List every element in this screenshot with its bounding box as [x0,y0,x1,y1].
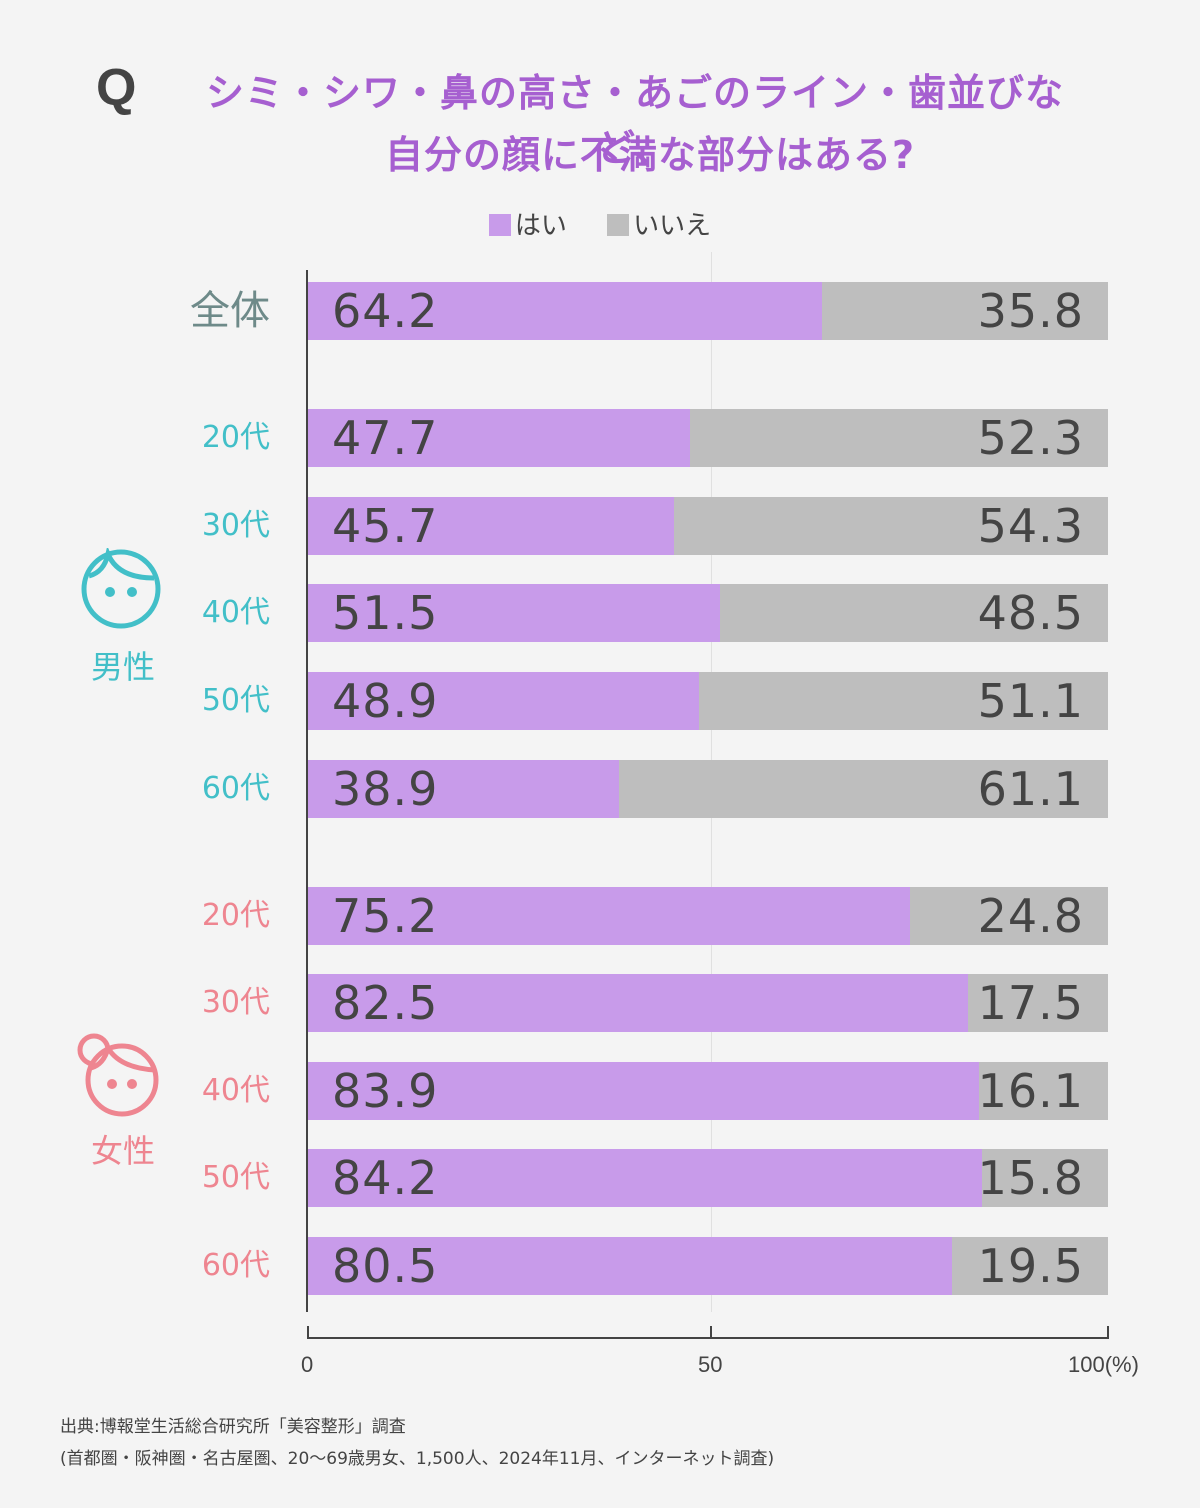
value-no: 17.5 [977,976,1084,1030]
value-yes: 48.9 [332,674,439,728]
legend-swatch-no [607,214,630,236]
bar-segment-no [699,672,1108,730]
value-no: 24.8 [977,889,1084,943]
bar-row: 82.5 17.5 [308,974,1108,1032]
bar-segment-no [673,497,1108,555]
value-yes: 84.2 [332,1151,439,1205]
group-label-male: 男性 [90,648,155,686]
x-tick-label-50: 50 [698,1352,723,1377]
value-yes: 64.2 [332,284,439,338]
footer-note: (首都圏・阪神圏・名古屋圏、20〜69歳男女、1,500人、2024年11月、イ… [60,1449,775,1469]
row-label: 30代 [201,508,270,543]
chart-title-line2: 自分の顔に不満な部分はある? [384,133,916,177]
bar-segment-no [968,974,1108,1032]
value-no: 61.1 [977,762,1084,816]
legend-label-no: いいえ [633,211,712,241]
row-label: 50代 [201,683,270,718]
x-tick-0 [307,1326,309,1338]
bar-segment-yes [308,1149,982,1207]
value-no: 51.1 [977,674,1084,728]
legend-label-yes: はい [514,211,567,241]
bar-segment-no [909,887,1108,945]
row-label: 全体 [190,288,270,334]
row-label: 50代 [201,1160,270,1195]
male-face-icon [81,548,161,629]
legend-item-no: いいえ [607,205,711,242]
bar-row: 75.2 24.8 [308,887,1108,945]
legend-item-yes: はい [488,205,567,242]
footer-source: 出典:博報堂生活総合研究所「美容整形」調査 [60,1417,406,1437]
bar-row: 47.7 52.3 [308,409,1108,467]
row-label: 30代 [201,985,270,1020]
bar-row: 51.5 48.5 [308,584,1108,642]
row-label: 20代 [201,420,270,455]
value-yes: 51.5 [332,586,439,640]
bar-segment-no [689,409,1108,467]
bar-segment-yes [308,974,968,1032]
value-no: 54.3 [977,499,1084,553]
x-tick-label-100: 100(%) [1068,1352,1139,1377]
bar-segment-no [952,1237,1108,1295]
bar-row: 83.9 16.1 [308,1062,1108,1120]
x-tick-label-0: 0 [301,1352,314,1377]
row-label: 40代 [201,595,270,630]
legend-swatch-yes [488,214,511,236]
row-label: 20代 [201,898,270,933]
bar-row: 38.9 61.1 [308,760,1108,818]
bar-segment-yes [308,1062,980,1120]
value-yes: 82.5 [332,976,439,1030]
value-no: 52.3 [977,411,1084,465]
legend: はい いいえ [0,205,1200,242]
y-axis-line [306,270,308,1312]
x-axis-line [307,1337,1109,1339]
female-face-icon [77,1033,159,1117]
bar-segment-yes [308,672,700,730]
row-label: 60代 [201,1248,270,1283]
x-tick-50 [710,1326,712,1338]
row-label: 40代 [201,1073,270,1108]
bar-segment-no [821,282,1108,340]
row-label: 60代 [201,771,270,806]
value-no: 19.5 [977,1239,1084,1293]
bar-segment-yes [308,760,620,818]
group-label-female: 女性 [90,1132,155,1170]
bar-segment-yes [308,497,674,555]
bar-segment-no [981,1149,1108,1207]
bar-row: 64.2 35.8 [308,282,1108,340]
x-tick-100 [1107,1326,1109,1338]
bar-row: 48.9 51.1 [308,672,1108,730]
value-no: 48.5 [977,586,1084,640]
bar-segment-yes [308,887,910,945]
bar-segment-no [979,1062,1108,1120]
bar-segment-no [720,584,1108,642]
value-no: 16.1 [977,1064,1084,1118]
q-mark: Q [96,59,137,117]
bar-segment-yes [308,1237,952,1295]
bar-segment-yes [308,282,822,340]
bar-row: 84.2 15.8 [308,1149,1108,1207]
bar-row: 45.7 54.3 [308,497,1108,555]
value-no: 35.8 [977,284,1084,338]
value-yes: 45.7 [332,499,439,553]
value-yes: 80.5 [332,1239,439,1293]
bar-segment-yes [308,584,720,642]
value-yes: 38.9 [332,762,439,816]
bar-row: 80.5 19.5 [308,1237,1108,1295]
value-yes: 83.9 [332,1064,439,1118]
value-yes: 75.2 [332,889,439,943]
value-no: 15.8 [977,1151,1084,1205]
chart-title-line1: シミ・シワ・鼻の高さ・あごのライン・歯並びなど、 [205,71,1064,170]
value-yes: 47.7 [332,411,439,465]
bar-segment-yes [308,409,690,467]
bar-segment-no [619,760,1108,818]
